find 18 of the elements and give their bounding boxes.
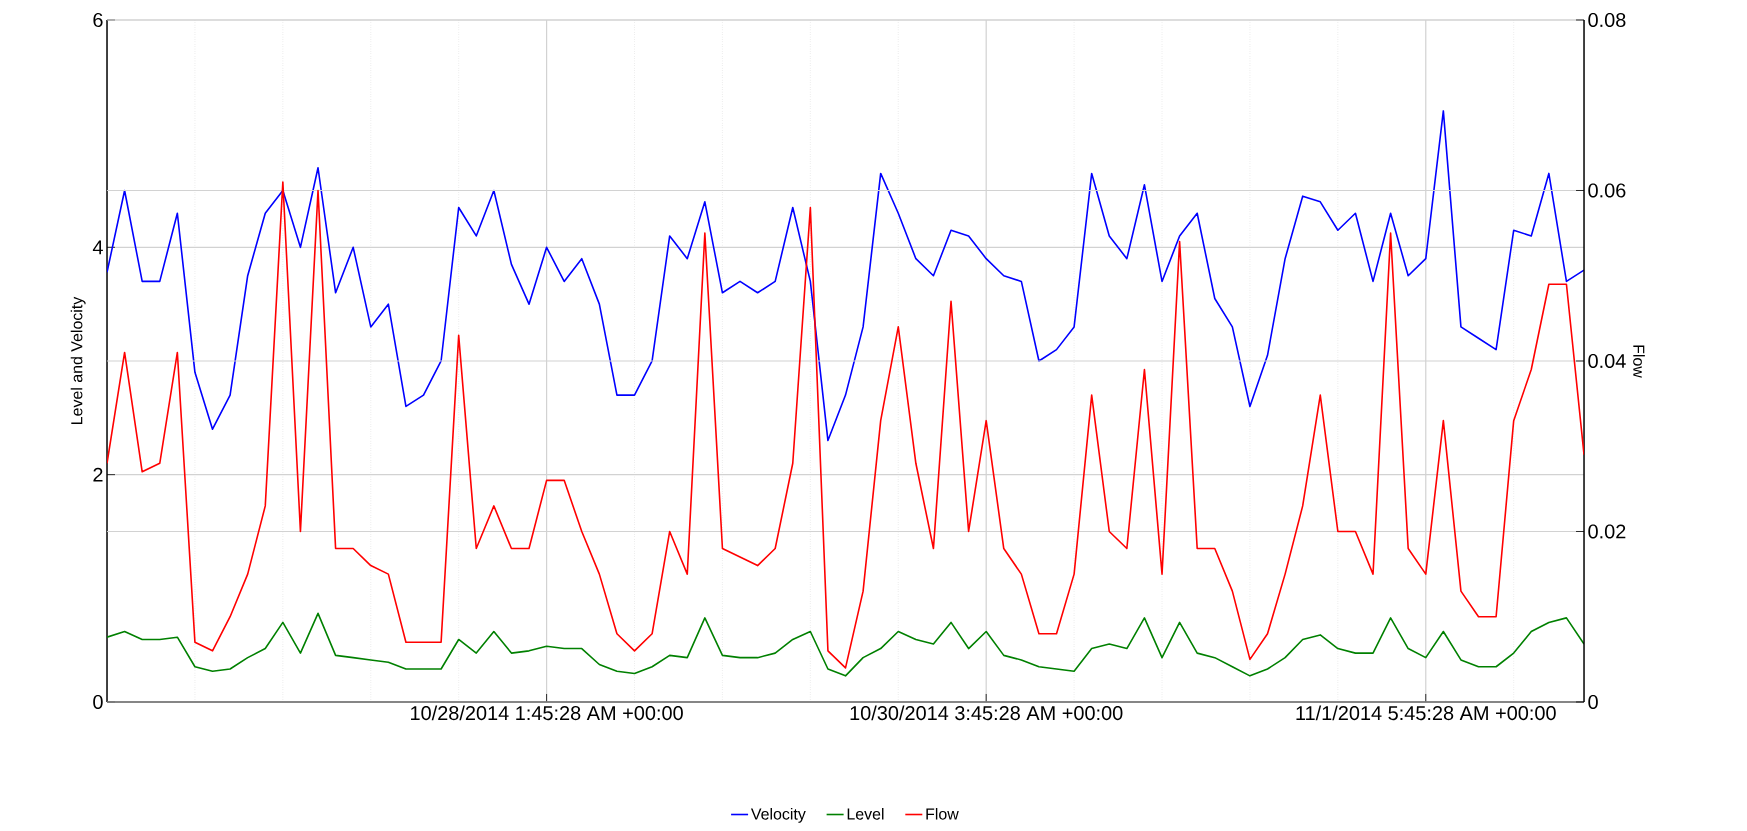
- y2-axis-title: Flow: [1633, 345, 1645, 378]
- legend-label: Level: [847, 807, 884, 820]
- legend-label: Velocity: [750, 807, 806, 823]
- y2-tick-label: 0.04: [1588, 353, 1626, 369]
- y2-tick-label: 0.08: [1588, 12, 1626, 28]
- y2-tick-label: 0: [1588, 694, 1598, 710]
- legend-label: Flow: [926, 807, 959, 820]
- y-tick-label: 2: [93, 467, 103, 482]
- y2-tick-label: 0.06: [1588, 183, 1626, 198]
- x-tick-label: 11/1/2014 5:45:28 AM +00:00: [1296, 705, 1556, 721]
- line-series: [107, 110, 1585, 442]
- x-tick-label: 10/30/2014 3:45:28 AM +00:00: [850, 705, 1123, 721]
- y-tick-label: 0: [93, 694, 103, 710]
- y-tick-label: 6: [93, 12, 103, 28]
- y2-tick-label: 0.02: [1588, 524, 1626, 539]
- x-tick-label: 10/28/2014 1:45:28 AM +00:00: [411, 705, 683, 721]
- y-axis-title: Level and Velocity: [70, 296, 86, 424]
- y-tick-label: 4: [92, 240, 103, 255]
